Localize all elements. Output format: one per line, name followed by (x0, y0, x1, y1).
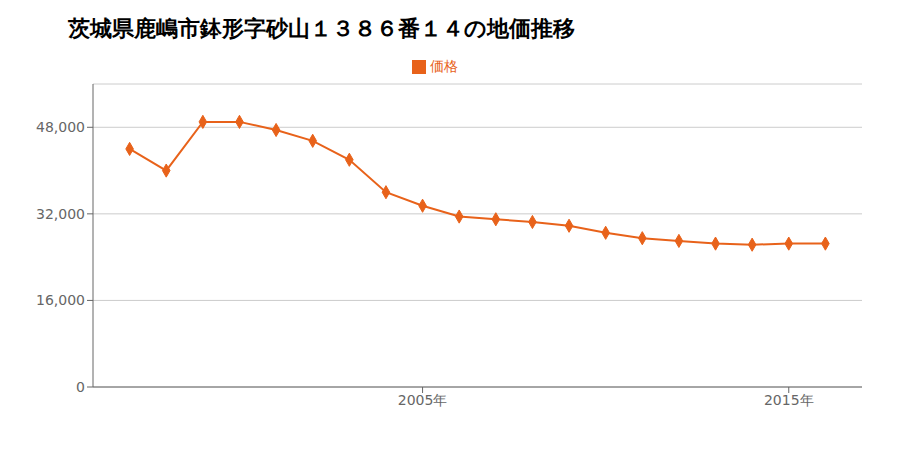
svg-text:2015年: 2015年 (764, 392, 814, 408)
html-text:茨城県鹿嶋市鉢形字砂山１３８６番１４の地価推移: 茨城県鹿嶋市鉢形字砂山１３８６番１４の地価推移 (68, 16, 575, 41)
svg-text:32,000: 32,000 (36, 206, 85, 222)
svg-text:48,000: 48,000 (36, 119, 85, 135)
html-text:価格: 価格 (430, 58, 458, 74)
svg-text:2005年: 2005年 (398, 392, 448, 408)
svg-text:0: 0 (76, 379, 85, 395)
svg-text:16,000: 16,000 (36, 292, 85, 308)
